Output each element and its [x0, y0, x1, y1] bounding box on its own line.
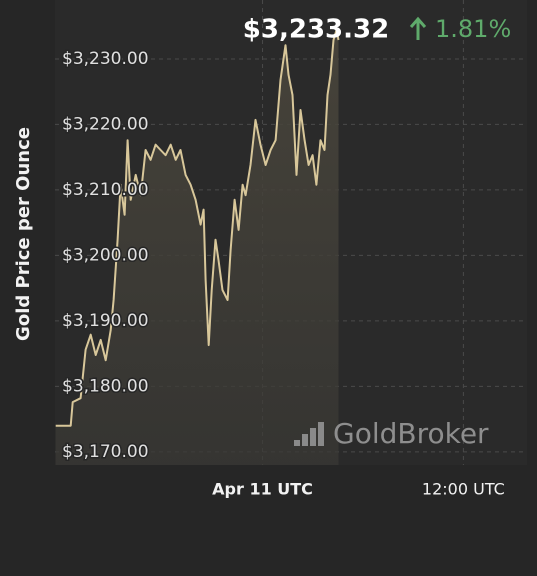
data: [55, 29, 340, 465]
y-tick-label: $3,210.00: [62, 180, 149, 200]
price-change: 1.81%: [435, 15, 511, 43]
watermark: GoldBroker: [333, 417, 489, 450]
y-tick-label: $3,190.00: [62, 311, 149, 331]
y-axis-title: Gold Price per Ounce: [13, 127, 34, 341]
price-line: [55, 29, 340, 427]
x-tick-label: Apr 11 UTC: [212, 480, 313, 499]
current-price: $3,233.32: [243, 15, 389, 45]
up-arrow: [409, 16, 427, 40]
area: [55, 30, 339, 465]
y-tick-label: $3,170.00: [62, 442, 149, 462]
y-tick-label: $3,220.00: [62, 114, 149, 134]
y-tick-label: $3,230.00: [62, 49, 149, 69]
x-tick-label: 12:00 UTC: [422, 480, 505, 499]
y-tick-label: $3,180.00: [62, 376, 149, 396]
watermark-icon: [294, 422, 324, 446]
labels: $3,170.00 $3,180.00 $3,190.00 $3,200.00 $3,2…: [61, 47, 505, 499]
y-tick-label: $3,200.00: [62, 245, 149, 265]
